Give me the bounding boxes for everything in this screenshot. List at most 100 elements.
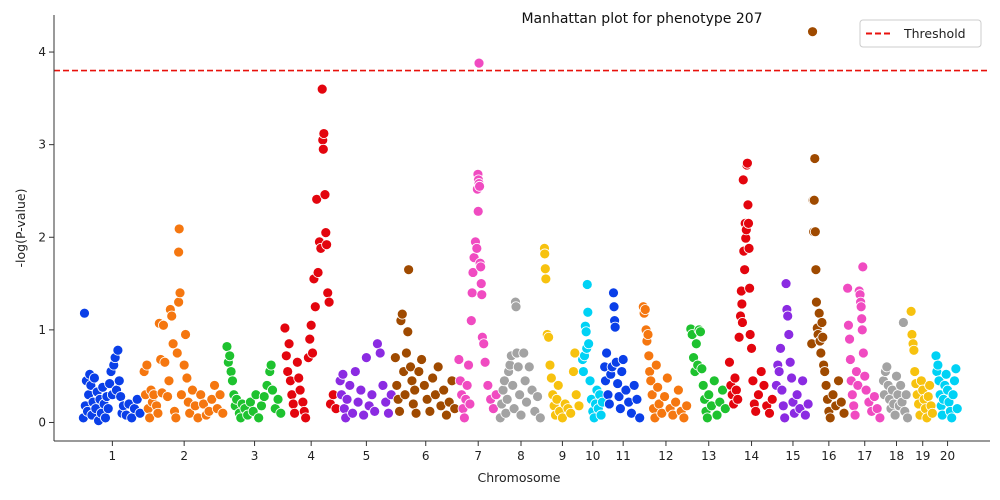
data-point — [690, 338, 702, 350]
data-point — [672, 384, 684, 396]
data-point — [184, 407, 196, 419]
x-tick-label: 18 — [889, 449, 904, 463]
data-point — [473, 57, 485, 69]
data-point — [773, 366, 785, 377]
data-point — [475, 278, 487, 289]
data-point — [275, 407, 287, 419]
data-point — [776, 384, 788, 396]
data-point — [258, 391, 270, 402]
data-point — [742, 157, 753, 169]
x-tick-label: 20 — [940, 449, 955, 463]
data-point — [602, 389, 614, 401]
legend: Threshold — [859, 19, 982, 48]
data-point — [808, 194, 820, 206]
data-point — [482, 380, 494, 391]
data-point — [272, 393, 284, 405]
data-point — [874, 412, 886, 424]
data-point — [650, 359, 662, 371]
data-point — [198, 398, 209, 410]
legend-threshold-label: Threshold — [903, 26, 966, 41]
data-point — [696, 363, 708, 375]
data-point — [656, 407, 668, 419]
data-point — [807, 26, 818, 38]
data-point — [724, 356, 735, 368]
data-point — [906, 329, 918, 340]
plot-area — [54, 26, 990, 427]
data-point — [474, 180, 485, 192]
data-point — [466, 287, 478, 299]
data-point — [441, 409, 452, 421]
data-point — [144, 412, 156, 424]
data-point — [543, 331, 555, 343]
data-point — [857, 261, 869, 273]
data-point — [701, 412, 713, 424]
data-point — [508, 403, 520, 414]
data-point — [430, 389, 441, 401]
data-point — [372, 338, 383, 350]
data-point — [852, 380, 864, 391]
chromosome-20-points — [930, 350, 963, 424]
data-point — [510, 301, 522, 313]
data-point — [580, 326, 592, 338]
data-point — [256, 400, 267, 412]
data-point — [764, 407, 775, 419]
data-point — [603, 398, 615, 410]
data-point — [421, 393, 433, 405]
data-point — [729, 372, 741, 384]
data-point — [846, 389, 858, 401]
data-point — [816, 317, 828, 328]
data-point — [746, 342, 757, 354]
data-point — [835, 396, 847, 408]
data-point — [601, 347, 612, 359]
data-point — [521, 396, 532, 408]
data-point — [366, 389, 378, 401]
data-point — [519, 375, 531, 387]
chromosome-8-points — [494, 296, 546, 424]
data-point — [949, 375, 960, 387]
chromosome-17-points — [842, 261, 886, 424]
data-point — [783, 329, 795, 340]
data-point — [424, 405, 436, 417]
data-point — [399, 389, 411, 401]
data-point — [410, 407, 422, 419]
data-point — [859, 370, 871, 382]
data-point — [162, 391, 173, 402]
data-point — [305, 319, 317, 331]
data-point — [544, 359, 556, 371]
chromosome-2-points — [138, 223, 229, 424]
data-point — [534, 412, 546, 424]
y-tick-label: 3 — [38, 138, 46, 152]
data-point — [221, 341, 233, 352]
data-point — [777, 400, 789, 412]
chromosome-18-points — [878, 317, 913, 424]
data-point — [824, 412, 836, 424]
data-point — [174, 287, 186, 299]
data-point — [532, 391, 543, 402]
data-point — [582, 306, 594, 318]
data-point — [584, 375, 596, 387]
data-point — [573, 400, 585, 412]
data-point — [389, 352, 401, 364]
data-point — [719, 403, 731, 414]
data-point — [225, 366, 237, 377]
data-point — [583, 338, 595, 350]
data-point — [307, 347, 318, 359]
data-point — [612, 378, 624, 389]
data-point — [569, 347, 581, 359]
data-point — [595, 409, 607, 421]
x-tick-label: 15 — [785, 449, 800, 463]
data-point — [848, 400, 860, 412]
data-point — [347, 407, 358, 419]
data-point — [304, 333, 316, 345]
data-point — [507, 380, 519, 391]
data-point — [838, 407, 850, 419]
chromosome-9-points — [539, 242, 585, 424]
data-point — [319, 189, 331, 201]
data-point — [932, 359, 944, 371]
data-point — [552, 380, 564, 391]
data-point — [472, 205, 484, 217]
data-point — [297, 396, 309, 408]
y-tick-label: 0 — [38, 415, 46, 429]
data-point — [311, 193, 323, 205]
